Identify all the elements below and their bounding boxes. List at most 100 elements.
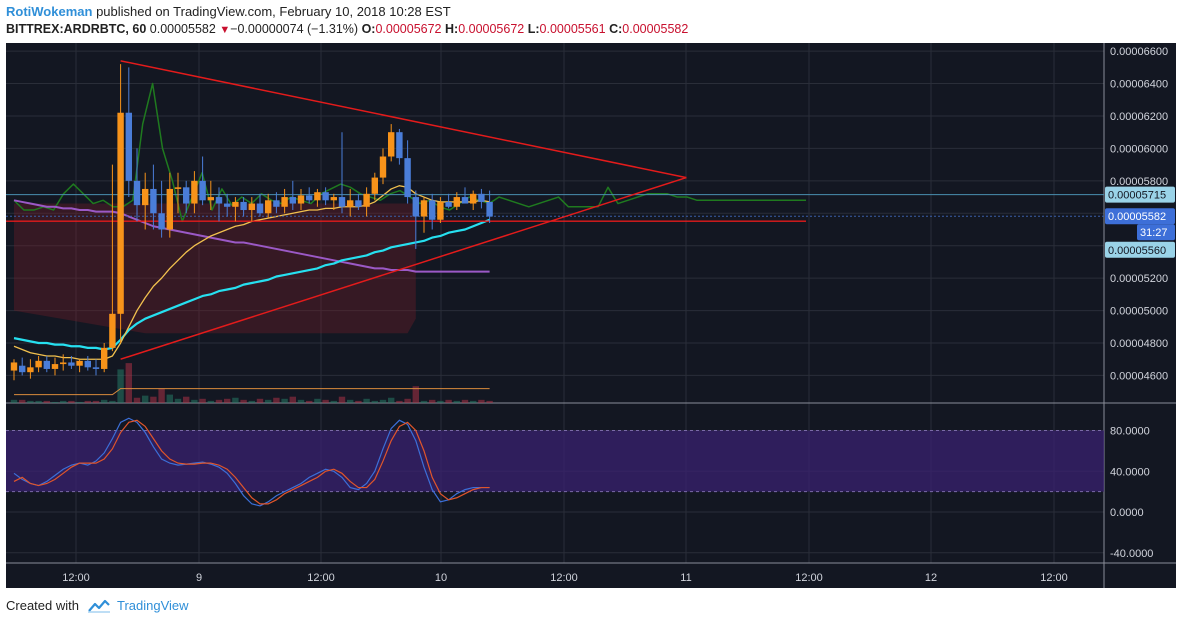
candle-body bbox=[133, 180, 141, 206]
published-text: published on TradingView.com, February 1… bbox=[96, 4, 451, 19]
volume-bar bbox=[174, 398, 182, 403]
open-label: O: bbox=[361, 22, 376, 36]
candle-body bbox=[379, 156, 387, 178]
candle-body bbox=[297, 195, 305, 204]
candle-body bbox=[347, 200, 354, 207]
chart-background bbox=[6, 43, 1176, 588]
candle-body bbox=[461, 197, 469, 204]
volume-ma-line bbox=[14, 388, 490, 396]
high-label: H: bbox=[445, 22, 459, 36]
candle-body bbox=[478, 193, 485, 202]
footer: Created with TradingView bbox=[6, 598, 189, 613]
price-tick-label: 0.00004600 bbox=[1110, 370, 1168, 382]
volume-bar bbox=[150, 396, 157, 403]
price-label-box bbox=[1105, 208, 1175, 225]
candle-body bbox=[420, 200, 428, 217]
candle-body bbox=[453, 197, 460, 207]
volume-bar bbox=[445, 399, 452, 403]
price-tick-label: 0.00005800 bbox=[1110, 176, 1168, 188]
triangle-trendline bbox=[120, 60, 687, 179]
candle-body bbox=[60, 362, 67, 365]
volume-bar bbox=[486, 400, 493, 403]
candle-body bbox=[289, 197, 296, 204]
volume-bar bbox=[437, 400, 444, 403]
candle-body bbox=[338, 197, 346, 207]
volume-bar bbox=[19, 399, 26, 403]
volume-bar bbox=[289, 396, 296, 403]
candle-body bbox=[117, 112, 124, 314]
candle-body bbox=[199, 180, 206, 201]
volume-bar bbox=[76, 401, 83, 403]
candle-body bbox=[412, 197, 419, 217]
ema-slow-line bbox=[13, 218, 491, 351]
candle-body bbox=[248, 203, 255, 211]
candle-body bbox=[363, 193, 370, 207]
candle-body bbox=[207, 197, 214, 201]
volume-bar bbox=[306, 400, 313, 403]
candle-body bbox=[215, 197, 223, 204]
candle-body bbox=[35, 360, 42, 368]
volume-bar bbox=[142, 395, 149, 403]
volume-bar bbox=[92, 400, 100, 403]
high-value: 0.00005672 bbox=[458, 22, 525, 36]
chart-area[interactable]: 0.00006600 0.00006400 0.00006200 0.00006000… bbox=[6, 43, 1176, 588]
candle-body bbox=[125, 112, 132, 181]
price-label-box bbox=[1105, 241, 1175, 258]
candle-body bbox=[101, 347, 108, 369]
volume-bar bbox=[363, 398, 370, 403]
volume-bar bbox=[256, 398, 264, 403]
time-tick-label: 9 bbox=[196, 572, 202, 584]
candle-body bbox=[19, 365, 26, 373]
low-value: 0.00005561 bbox=[539, 22, 606, 36]
author-link[interactable]: RotiWokeman bbox=[6, 4, 93, 19]
last-price: 0.00005582 bbox=[149, 22, 216, 36]
candle-body bbox=[10, 362, 18, 371]
volume-bar bbox=[43, 400, 50, 403]
volume-bar bbox=[412, 386, 419, 403]
volume-bar bbox=[215, 399, 223, 403]
candle-body bbox=[388, 132, 395, 157]
volume-bar bbox=[125, 363, 132, 403]
tradingview-logo-icon[interactable] bbox=[87, 599, 111, 613]
created-with-text: Created with bbox=[6, 598, 79, 613]
candle-body bbox=[355, 200, 362, 207]
candle-body bbox=[142, 188, 149, 206]
candle-body bbox=[166, 188, 173, 230]
volume-bar bbox=[207, 400, 214, 403]
volume-bar bbox=[371, 400, 378, 403]
chart-canvas[interactable]: 0.00006600 0.00006400 0.00006200 0.00006000… bbox=[6, 43, 1176, 588]
candle-body bbox=[437, 201, 444, 220]
candle-body bbox=[158, 213, 165, 230]
publish-line: RotiWokeman published on TradingView.com… bbox=[6, 4, 451, 19]
volume-bar bbox=[355, 400, 362, 403]
candle-body bbox=[445, 201, 452, 207]
volume-bar bbox=[109, 400, 116, 403]
stoch-tick-label: -40.0000 bbox=[1110, 548, 1153, 560]
candle-body bbox=[470, 193, 477, 204]
volume-bar bbox=[461, 399, 469, 403]
volume-bar bbox=[388, 397, 395, 403]
candle-body bbox=[404, 158, 411, 198]
volume-bar bbox=[183, 396, 190, 403]
candle-body bbox=[232, 201, 239, 207]
triangle-trendline bbox=[120, 176, 687, 360]
volume-bar bbox=[224, 398, 231, 403]
price-tick-label: 0.00006200 bbox=[1110, 111, 1168, 123]
price-label-text: 0.00005560 bbox=[1108, 245, 1166, 257]
price-tick-label: 0.00004800 bbox=[1110, 338, 1168, 350]
volume-bar bbox=[248, 400, 255, 403]
volume-bar bbox=[166, 394, 173, 403]
volume-bar bbox=[265, 399, 272, 403]
volume-bar bbox=[10, 399, 18, 403]
volume-bar bbox=[101, 399, 108, 403]
volume-bar bbox=[158, 388, 165, 403]
stoch-tick-label: 40.0000 bbox=[1110, 466, 1150, 478]
candle-body bbox=[150, 188, 157, 214]
time-tick-label: 12 bbox=[925, 572, 937, 584]
tradingview-link[interactable]: TradingView bbox=[116, 598, 189, 613]
stoch-d-line bbox=[13, 419, 490, 505]
candle-body bbox=[109, 313, 116, 348]
candle-body bbox=[191, 180, 198, 204]
candle-body bbox=[371, 177, 378, 194]
candle-body bbox=[76, 360, 83, 366]
